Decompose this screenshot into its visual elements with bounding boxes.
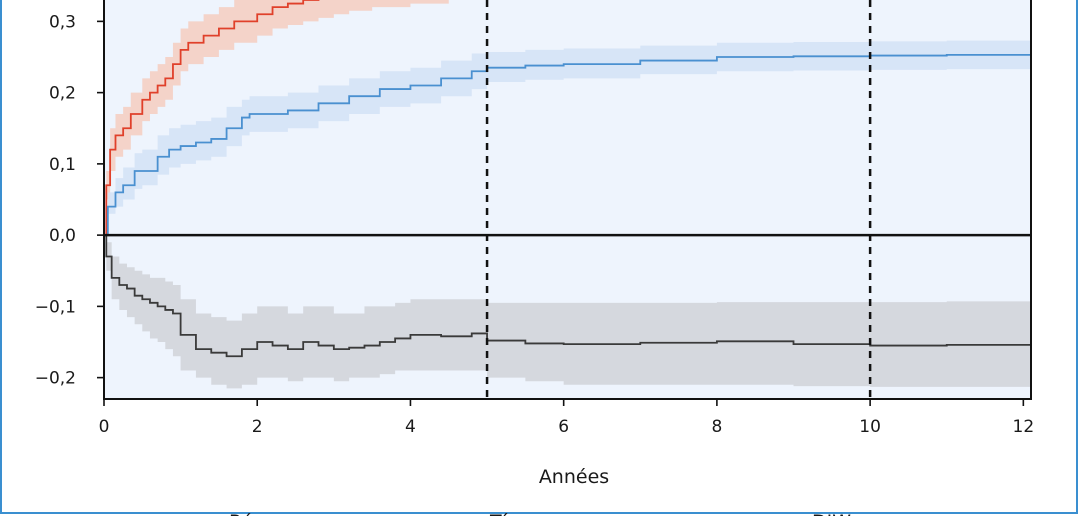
series-blue-line: [104, 53, 1031, 237]
y-tick-label: 0,0: [49, 226, 76, 246]
x-tick-label: 6: [558, 417, 569, 437]
x-axis-title: Années: [539, 466, 609, 488]
y-tick-label: 0,3: [49, 12, 76, 32]
series-red-confidence-band: [104, 0, 484, 236]
y-tick-label: 0,2: [49, 84, 76, 104]
series-red-line: [104, 0, 320, 237]
x-tick-label: 0: [99, 417, 110, 437]
x-tick-label: 8: [711, 417, 722, 437]
legend-entry: Témo: [489, 511, 540, 516]
legend-entry: Répo: [229, 511, 277, 516]
y-tick-label: −0,1: [35, 297, 76, 317]
series-blue-confidence-band: [104, 39, 1031, 236]
y-tick-label: 0,1: [49, 155, 76, 175]
x-tick-label: 12: [1013, 417, 1035, 437]
series-dark-line: [104, 234, 1031, 358]
x-tick-label: 4: [405, 417, 416, 437]
x-tick-label: 2: [252, 417, 263, 437]
legend-entry: DIW: [812, 511, 851, 516]
x-tick-label: 10: [859, 417, 881, 437]
y-tick-label: −0,2: [35, 369, 76, 389]
